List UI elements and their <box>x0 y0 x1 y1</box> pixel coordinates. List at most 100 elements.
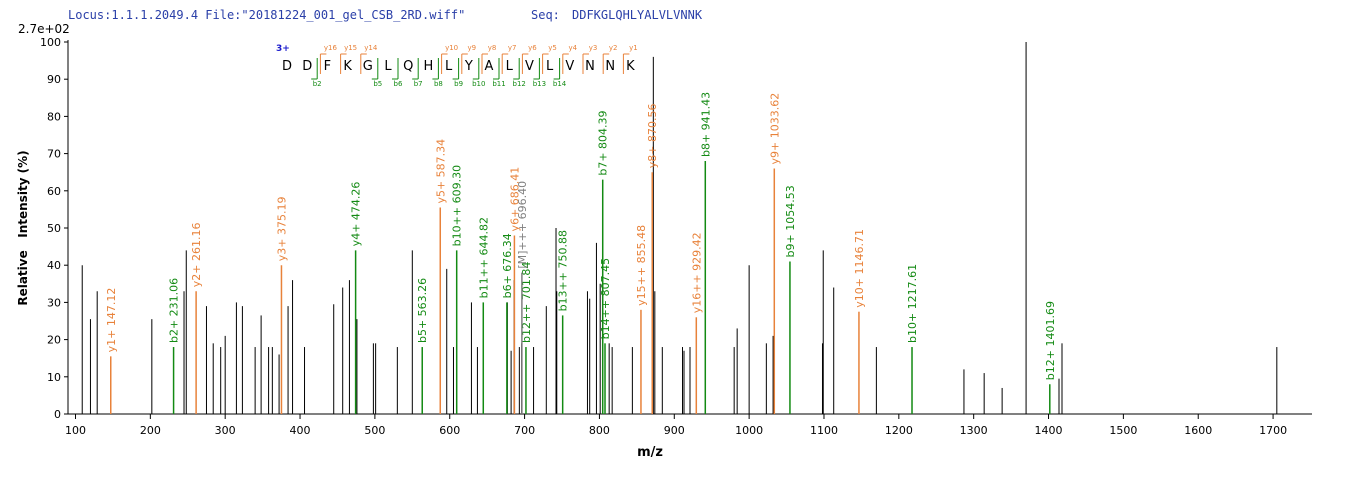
y-fragment: y3 <box>589 44 598 52</box>
peak-label: y8+ 870.56 <box>646 103 659 168</box>
peak-label: y3+ 375.19 <box>275 196 288 261</box>
x-tick-label: 500 <box>364 424 385 437</box>
y-bracket <box>481 53 488 74</box>
b-bracket <box>371 58 379 80</box>
residue: H <box>424 59 434 74</box>
residue: L <box>506 59 514 74</box>
peak-label: y15++ 855.48 <box>635 225 648 306</box>
x-tick-label: 1000 <box>735 424 763 437</box>
b-bracket <box>472 58 480 80</box>
peak-label: b10++ 609.30 <box>451 165 464 246</box>
y-tick-label: 20 <box>47 334 61 347</box>
peak-label: b6+ 676.34 <box>501 233 514 298</box>
scale-label: 2.7e+02 <box>18 22 70 36</box>
b-bracket <box>432 58 439 80</box>
y-tick-label: 50 <box>47 222 61 235</box>
y-tick-label: 30 <box>47 296 61 309</box>
x-tick-label: 400 <box>290 424 311 437</box>
y-fragment: y10 <box>445 44 458 52</box>
peak-label: b8+ 941.43 <box>699 92 712 157</box>
b-bracket <box>311 58 318 80</box>
b-bracket <box>533 58 540 80</box>
b-fragment: b5 <box>373 80 382 88</box>
locus: Locus:1.1.1.2049.4 File:"20181224_001_ge… <box>68 8 465 22</box>
residue: D <box>282 59 292 74</box>
y-fragment: y2 <box>609 44 618 52</box>
y-bracket <box>521 53 529 74</box>
peak-label: y2+ 261.16 <box>190 223 203 288</box>
x-tick-label: 1600 <box>1184 424 1212 437</box>
residue: L <box>546 59 554 74</box>
y-tick-label: 0 <box>54 408 61 421</box>
y-fragment: y16 <box>324 44 338 52</box>
peak-label: y1+ 147.12 <box>105 288 118 353</box>
y-fragment: y8 <box>488 44 497 52</box>
peak-label: b11++ 644.82 <box>477 217 490 298</box>
b-bracket <box>452 58 460 80</box>
x-axis-label: m/z <box>637 445 663 460</box>
y-fragment: y5 <box>548 44 557 52</box>
y-tick-label: 60 <box>47 185 61 198</box>
y-fragment: y1 <box>629 44 638 52</box>
b-fragment: b8 <box>434 80 443 88</box>
b-fragment: b12 <box>513 80 526 88</box>
x-tick-label: 1700 <box>1259 424 1287 437</box>
peak-label: y10+ 1146.71 <box>853 229 866 308</box>
b-bracket <box>513 58 520 80</box>
peak-label: b14++ 807.45 <box>599 258 612 339</box>
y-bracket <box>441 53 448 74</box>
seq-label: Seq: <box>531 8 560 22</box>
b-bracket <box>412 58 419 80</box>
peak-label: b2+ 231.06 <box>168 278 181 343</box>
residue: A <box>485 59 494 74</box>
x-tick-label: 1300 <box>960 424 988 437</box>
residue: N <box>585 59 595 74</box>
y-fragment: y9 <box>467 44 476 52</box>
y-fragment: y15 <box>344 44 357 52</box>
b-fragment: b10 <box>472 80 485 88</box>
b-fragment: b14 <box>553 80 567 88</box>
x-tick-label: 900 <box>664 424 685 437</box>
residue: V <box>565 59 574 74</box>
peak-label: b13++ 750.88 <box>557 230 570 311</box>
b-fragment: b9 <box>454 80 463 88</box>
residue: Q <box>403 59 413 74</box>
x-tick-label: 200 <box>140 424 161 437</box>
y-fragment: y4 <box>568 44 577 52</box>
peak-label: b12++ 701.84 <box>520 262 533 343</box>
y-tick-label: 10 <box>47 371 61 384</box>
b-fragment: b6 <box>394 80 403 88</box>
residue: N <box>605 59 615 74</box>
x-tick-label: 300 <box>215 424 236 437</box>
residue: D <box>302 59 312 74</box>
b-bracket <box>493 58 500 80</box>
residue: Y <box>464 59 473 74</box>
peak-label: y16++ 929.42 <box>690 232 703 313</box>
residue: K <box>343 59 352 74</box>
x-tick-label: 700 <box>514 424 535 437</box>
residue: K <box>626 59 635 74</box>
residue: G <box>363 59 373 74</box>
y-fragment: y6 <box>528 44 537 52</box>
peak-label: b9+ 1054.53 <box>784 185 797 257</box>
y-bracket <box>461 53 468 74</box>
residue: F <box>324 59 331 74</box>
peak-label: [M]+++ 696.40 <box>516 181 529 269</box>
y-fragment: y7 <box>508 44 517 52</box>
peak-label: y5+ 587.34 <box>434 139 447 204</box>
x-tick-label: 1500 <box>1109 424 1137 437</box>
residue: L <box>384 59 392 74</box>
y-bracket <box>602 53 610 74</box>
peak-label: b7+ 804.39 <box>597 110 610 175</box>
b-fragment: b2 <box>313 80 322 88</box>
y-tick-label: 100 <box>40 36 61 49</box>
seq: DDFKGLQHLYALVLVNNK <box>572 8 703 22</box>
x-tick-label: 600 <box>439 424 460 437</box>
y-axis-label: Relative Intensity (%) <box>16 150 30 305</box>
b-fragment: b11 <box>492 80 505 88</box>
y-tick-label: 90 <box>47 73 61 86</box>
peak-label: y6+ 686.41 <box>508 167 521 232</box>
peak-label: b12+ 1401.69 <box>1044 301 1057 380</box>
